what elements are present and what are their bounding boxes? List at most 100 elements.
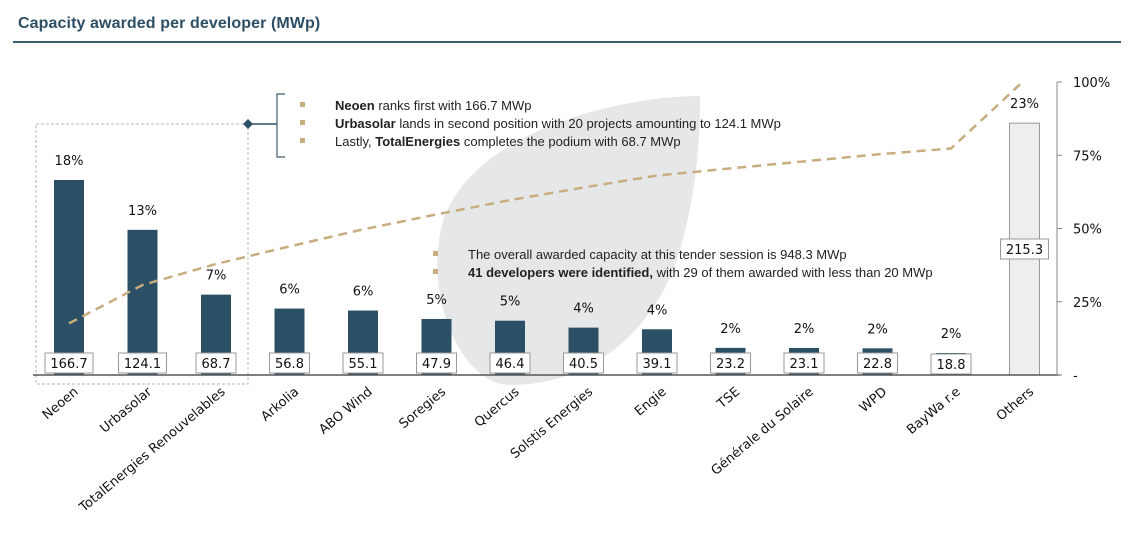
category-label: BayWa r.e	[904, 385, 963, 438]
bar	[54, 180, 84, 375]
callout-text: ranks first with 166.7 MWp	[374, 98, 532, 113]
value-label-box	[489, 352, 531, 374]
value-label-text: 46.4	[496, 357, 525, 372]
share-label: 4%	[573, 302, 594, 317]
value-label-text: 22.8	[863, 357, 892, 372]
right-axis-tick-label: 50%	[1073, 223, 1102, 238]
value-label: 55.1	[342, 352, 384, 374]
right-axis-tick-label: 25%	[1073, 296, 1102, 311]
share-label: 7%	[206, 269, 227, 284]
value-label: 40.5	[563, 352, 604, 374]
callout-bold: Urbasolar	[335, 116, 396, 131]
callout-item: 41 developers were identified, with 29 o…	[433, 264, 933, 282]
value-label-box	[857, 352, 898, 374]
value-label-box	[269, 352, 310, 374]
bullet-icon	[300, 120, 305, 126]
value-label-box	[710, 352, 751, 374]
callout-text: lands in second position with 20 project…	[395, 116, 781, 131]
callout-item: Lastly, TotalEnergies completes the podi…	[300, 133, 781, 151]
share-label: 4%	[647, 303, 668, 318]
category-label: WPD	[857, 385, 890, 416]
value-label-box	[118, 352, 167, 374]
category-label: Urbasolar	[97, 384, 155, 436]
callout-bold: 41 developers were identified,	[468, 265, 653, 280]
share-label: 2%	[794, 322, 815, 337]
value-label: 18.8	[930, 353, 972, 375]
bar	[127, 229, 158, 375]
value-label-text: 55.1	[349, 357, 378, 372]
category-label: Soregies	[397, 384, 450, 432]
bullet-icon	[300, 138, 305, 144]
value-label-text: 56.8	[275, 357, 304, 372]
callout-text: with 29 of them awarded with less than 2…	[652, 265, 933, 280]
share-label: 23%	[1010, 97, 1039, 112]
right-axis-tick-label: 100%	[1073, 76, 1110, 91]
bullet-icon	[433, 269, 438, 275]
share-label: 5%	[500, 295, 521, 310]
callout-text: The overall awarded capacity at this ten…	[468, 247, 847, 262]
callout-item: Urbasolar lands in second position with …	[300, 115, 781, 133]
callout-bold: Neoen	[335, 98, 375, 113]
right-axis-tick-label: 75%	[1073, 149, 1102, 164]
share-label: 2%	[720, 322, 741, 337]
value-label: 47.9	[416, 352, 457, 374]
value-label-text: 23.2	[716, 357, 745, 372]
value-label: 39.1	[636, 352, 678, 374]
value-label-text: 23.1	[790, 357, 819, 372]
value-label-text: 166.7	[50, 357, 87, 372]
chart-title: Capacity awarded per developer (MWp)	[18, 15, 321, 32]
value-label-box	[195, 352, 237, 374]
category-label: TotalEnergies Renouvelables	[76, 384, 229, 516]
share-label: 6%	[279, 283, 300, 298]
value-label-box	[1000, 238, 1049, 260]
value-label: 124.1	[118, 352, 167, 374]
callout-bold: TotalEnergies	[375, 134, 461, 149]
value-label-text: 39.1	[643, 357, 672, 372]
value-label-box	[44, 352, 94, 374]
summary-callout: The overall awarded capacity at this ten…	[433, 246, 933, 282]
value-label-box	[416, 352, 457, 374]
value-label-box	[636, 352, 678, 374]
value-label-box	[563, 352, 604, 374]
podium-highlight-box	[35, 123, 249, 385]
category-label: ABO Wind	[316, 385, 375, 438]
value-label-text: 215.3	[1006, 243, 1043, 258]
share-label: 18%	[55, 154, 84, 169]
value-label: 215.3	[1000, 238, 1049, 260]
value-label: 166.7	[44, 352, 94, 374]
category-label: TSE	[714, 385, 743, 413]
share-label: 2%	[941, 327, 962, 342]
value-label: 46.4	[489, 352, 531, 374]
category-label: Engie	[632, 385, 669, 420]
podium-callout: Neoen ranks first with 166.7 MWp Urbasol…	[300, 97, 781, 151]
connector-diamond-icon	[243, 119, 253, 129]
value-label-box	[930, 353, 972, 375]
callout-prefix: Lastly,	[335, 134, 376, 149]
value-label-text: 40.5	[569, 357, 598, 372]
share-label: 13%	[128, 204, 157, 219]
share-label: 2%	[867, 322, 888, 337]
category-label: Quercus	[472, 384, 523, 430]
callout-bracket	[276, 93, 285, 158]
title-divider	[13, 41, 1121, 43]
value-label: 22.8	[857, 352, 898, 374]
value-label-box	[342, 352, 384, 374]
value-label: 23.1	[783, 352, 825, 374]
category-label: Arkolia	[258, 385, 302, 425]
share-label: 5%	[426, 293, 447, 308]
leaf-watermark-icon	[437, 96, 700, 385]
share-label: 6%	[353, 285, 374, 300]
bullet-icon	[433, 251, 438, 257]
category-label: Others	[994, 384, 1037, 424]
bullet-icon	[300, 102, 305, 108]
cumulative-line	[68, 81, 1024, 325]
callout-item: The overall awarded capacity at this ten…	[433, 246, 933, 264]
callout-item: Neoen ranks first with 166.7 MWp	[300, 97, 781, 115]
category-label: Neoen	[40, 385, 82, 423]
value-label-text: 47.9	[422, 357, 451, 372]
value-label-box	[783, 352, 825, 374]
value-label: 68.7	[195, 352, 237, 374]
value-label-text: 18.8	[937, 358, 966, 373]
value-label: 23.2	[710, 352, 751, 374]
